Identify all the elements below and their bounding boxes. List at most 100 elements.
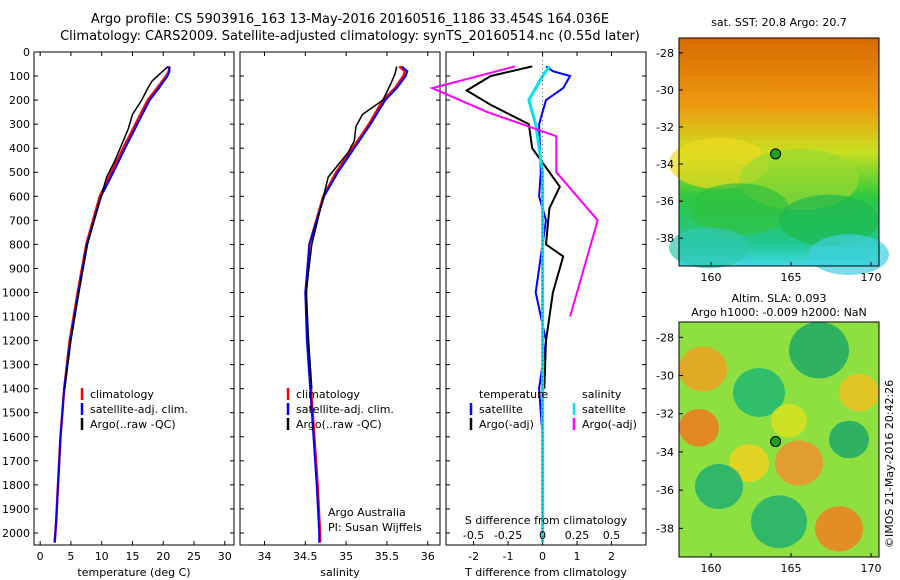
legend-label: Argo(-adj) [479,418,534,431]
x-tick-label: 15 [125,550,139,563]
map-y-tick-label: -38 [656,522,674,535]
sla-texture [733,368,785,417]
map-y-tick-label: -32 [656,408,674,421]
y-tick-label: 200 [9,94,30,107]
sla-texture [679,346,727,392]
sla-texture [815,506,863,552]
legend-label: satellite [479,403,523,416]
y-tick-label: 1100 [2,311,30,324]
x-tick-label: 20 [156,550,170,563]
map-frame [678,37,880,267]
sla-texture [839,373,879,412]
sla-map-title-1: Altim. SLA: 0.093 [731,292,826,305]
legend-label: temperature [479,388,548,401]
map-frame [678,321,880,558]
x-tick-label: 25 [187,550,201,563]
plot-frame [445,51,647,546]
sla-texture [695,463,743,510]
annotation-text: Argo Australia [328,506,406,519]
sst-texture [779,194,879,247]
y-tick-label: 2000 [2,527,30,540]
series-line-3-1 [534,65,572,543]
sla-texture [729,444,769,482]
sst-texture [809,234,889,276]
sst-map-title: sat. SST: 20.8 Argo: 20.7 [711,16,847,29]
plot-frame [239,51,441,546]
chart-title-line2: Climatology: CARS2009. Satellite-adjuste… [60,29,640,44]
series-line-1-3 [64,65,169,389]
sla-map: -28 -30 -32 -34 -36 -38 160 165 170 Altim. SLA: 0… [656,292,881,575]
map-y-tick-label: -38 [656,232,674,245]
legend-label: satellite-adj. clim. [296,403,394,416]
legend-label: satellite-adj. clim. [90,403,188,416]
y-tick-label: 1700 [2,455,30,468]
y-tick-label: 600 [9,190,30,203]
copyright-stamp: ©IMOS 21-May-2016 20:42:26 [883,380,896,548]
x-axis-label: salinity [320,566,360,579]
map-y-tick-label: -34 [656,158,674,171]
sla-texture [775,440,823,486]
chart-panel-3: -2 -1 0 1 2 T difference from climatology temp… [429,51,647,579]
legend-label: Argo(..raw -QC) [90,418,176,431]
x-axis-label: temperature (deg C) [77,566,190,579]
y-tick-label: 1000 [2,286,30,299]
series-line-3-4 [429,65,599,317]
series-line-2-3 [305,66,398,389]
y-tick-label: 300 [9,118,30,131]
map-y-tick-label: -30 [656,369,674,382]
legend-label: satellite [582,403,626,416]
y-tick-label: 700 [9,214,30,227]
x-top-tick-label: 0.25 [565,529,590,542]
y-tick-label: 1400 [2,383,30,396]
map-y-tick-label: -30 [656,84,674,97]
x-top-tick-label: 0.5 [603,529,621,542]
legend-label: Argo(-adj) [582,418,637,431]
y-tick-label: 1500 [2,407,30,420]
chart-title-line1: Argo profile: CS 5903916_163 13-May-2016… [90,12,610,27]
sst-map: -28 -30 -32 -34 -36 -38 160 165 170 sat. SST: 20.… [656,16,889,284]
y-tick-label: 100 [9,70,30,83]
annotation-text: PI: Susan Wijffels [328,521,422,534]
map-x-tick-label: 160 [701,271,722,284]
plot-frame [33,51,235,546]
map-x-tick-label: 165 [781,562,802,575]
map-x-tick-label: 170 [861,562,882,575]
map-y-tick-label: -28 [656,331,674,344]
map-y-tick-label: -36 [656,195,674,208]
map-x-tick-label: 170 [861,271,882,284]
x-tick-label: -2 [468,550,479,563]
x-tick-label: 34.5 [293,550,318,563]
y-tick-label: 1200 [2,335,30,348]
x-tick-label: 35.5 [375,550,400,563]
map-y-tick-label: -34 [656,446,674,459]
x-tick-label: -1 [503,550,514,563]
legend-label: climatology [90,388,154,401]
sst-texture [669,227,749,269]
x-tick-label: 0 [37,550,44,563]
map-y-tick-label: -28 [656,47,674,60]
sla-texture [771,403,807,438]
argo-float-marker [770,148,782,160]
x-top-tick-label: -0.5 [463,529,484,542]
legend-label: salinity [582,388,622,401]
argo-float-marker [770,435,782,447]
x-tick-label: 5 [67,550,74,563]
sla-texture [789,322,849,379]
y-tick-label: 400 [9,142,30,155]
y-tick-label: 1900 [2,503,30,516]
x-axis-label-top: S difference from climatology [465,514,628,527]
legend-label: climatology [296,388,360,401]
y-tick-label: 900 [9,262,30,275]
chart-panel-1: 0100200300400500600700800900100011001200… [2,46,235,579]
x-tick-label: 30 [218,550,232,563]
series-line-3-2 [464,65,565,389]
sla-texture [829,420,869,459]
sla-texture [679,408,719,447]
x-tick-label: 34 [257,550,271,563]
sla-map-title-2: Argo h1000: -0.009 h2000: NaN [691,306,867,319]
legend-label: Argo(..raw -QC) [296,418,382,431]
x-tick-label: 1 [574,550,581,563]
y-tick-label: 0 [23,46,30,59]
x-tick-label: 10 [95,550,109,563]
